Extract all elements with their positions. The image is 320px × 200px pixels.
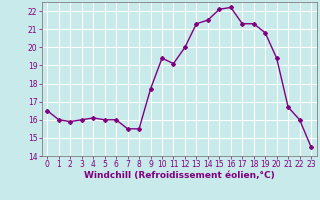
X-axis label: Windchill (Refroidissement éolien,°C): Windchill (Refroidissement éolien,°C)	[84, 171, 275, 180]
